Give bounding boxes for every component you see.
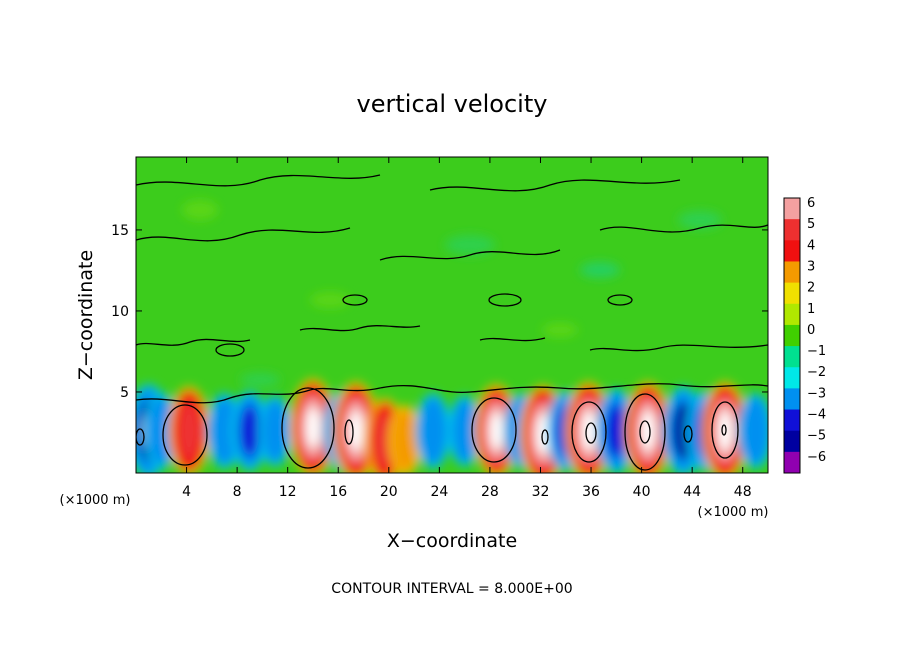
colorbar: 6 5 4 3 2 1 0 −1 −2 −3 −4 −5 −6 — [783, 196, 826, 474]
colorbar-swatch — [784, 240, 800, 262]
colorbar-label: −6 — [807, 450, 826, 465]
x-unit-label: (×1000 m) — [698, 505, 769, 520]
cell-core — [152, 407, 171, 455]
colorbar-swatch — [784, 282, 800, 305]
cell-core — [178, 402, 201, 460]
cell-peak — [306, 407, 320, 448]
colorbar-swatch — [784, 303, 800, 326]
x-tick-label: 32 — [532, 484, 550, 500]
colorbar-swatch — [784, 219, 800, 241]
colorbar-swatch — [784, 367, 800, 389]
colorbar-swatch — [784, 346, 800, 368]
colorbar-label: −1 — [807, 344, 826, 359]
colorbar-label: −2 — [807, 365, 826, 380]
x-tick-label: 24 — [430, 484, 448, 500]
z-unit-label: (×1000 m) — [60, 493, 131, 508]
cell-peak — [536, 413, 550, 455]
x-tick-label: 40 — [633, 484, 651, 500]
cell-peak — [349, 410, 363, 452]
colorbar-label: −5 — [807, 429, 826, 444]
colorbar-label: 1 — [807, 302, 815, 317]
x-tick-label: 8 — [233, 484, 242, 500]
x-tick-label: 20 — [380, 484, 398, 500]
colorbar-swatch — [784, 261, 800, 284]
x-tick-label: 28 — [481, 484, 499, 500]
plot-frame — [135, 156, 769, 474]
cell-core — [397, 418, 414, 463]
colorbar-frame — [783, 197, 801, 474]
colorbar-label: 5 — [807, 217, 815, 232]
colorbar-label: 3 — [807, 259, 815, 274]
colorbar-label: 6 — [807, 196, 815, 211]
x-tick-label: 48 — [734, 484, 752, 500]
cell-core — [746, 407, 765, 455]
chart-title: vertical velocity — [357, 90, 548, 118]
colorbar-label: −4 — [807, 408, 826, 423]
x-tick-label: 36 — [582, 484, 600, 500]
colorbar-swatch — [784, 388, 800, 411]
plot-area — [136, 157, 768, 473]
x-axis-label: X−coordinate — [387, 530, 517, 552]
x-tick-label: 12 — [279, 484, 297, 500]
cell-peak — [489, 411, 503, 451]
cell-core — [456, 408, 473, 453]
contour-interval-note: CONTOUR INTERVAL = 8.000E+00 — [331, 581, 572, 597]
cell-core — [266, 408, 284, 453]
y-axis: 5 10 15 — [111, 223, 768, 401]
cell-core — [240, 405, 260, 457]
velocity-cells — [136, 378, 768, 473]
y-tick-label: 15 — [111, 223, 129, 239]
colorbar-swatch — [784, 198, 800, 220]
colorbar-swatch — [784, 430, 800, 453]
y-axis-label: Z−coordinate — [75, 250, 97, 380]
cell-core — [215, 407, 234, 455]
cell-peak — [581, 410, 596, 452]
colorbar-label: −3 — [807, 386, 826, 401]
contour-lines — [136, 174, 768, 471]
colorbar-label: 2 — [807, 281, 815, 296]
cell-core — [424, 407, 442, 455]
field-texture — [182, 200, 722, 387]
y-tick-label: 10 — [111, 304, 129, 320]
x-tick-label: 16 — [329, 484, 347, 500]
colorbar-label: 4 — [807, 238, 815, 253]
x-tick-label: 44 — [683, 484, 701, 500]
y-tick-label: 5 — [120, 385, 129, 401]
colorbar-swatch — [784, 324, 800, 347]
cell-peak — [718, 410, 732, 452]
colorbar-label: 0 — [807, 323, 815, 338]
colorbar-swatch — [784, 409, 800, 432]
x-axis: 4 8 12 16 20 24 28 32 36 40 44 48 — [182, 157, 752, 500]
cell-core — [605, 404, 627, 458]
cell-peak — [641, 410, 655, 452]
x-tick-label: 4 — [182, 484, 191, 500]
colorbar-swatch — [784, 451, 800, 474]
